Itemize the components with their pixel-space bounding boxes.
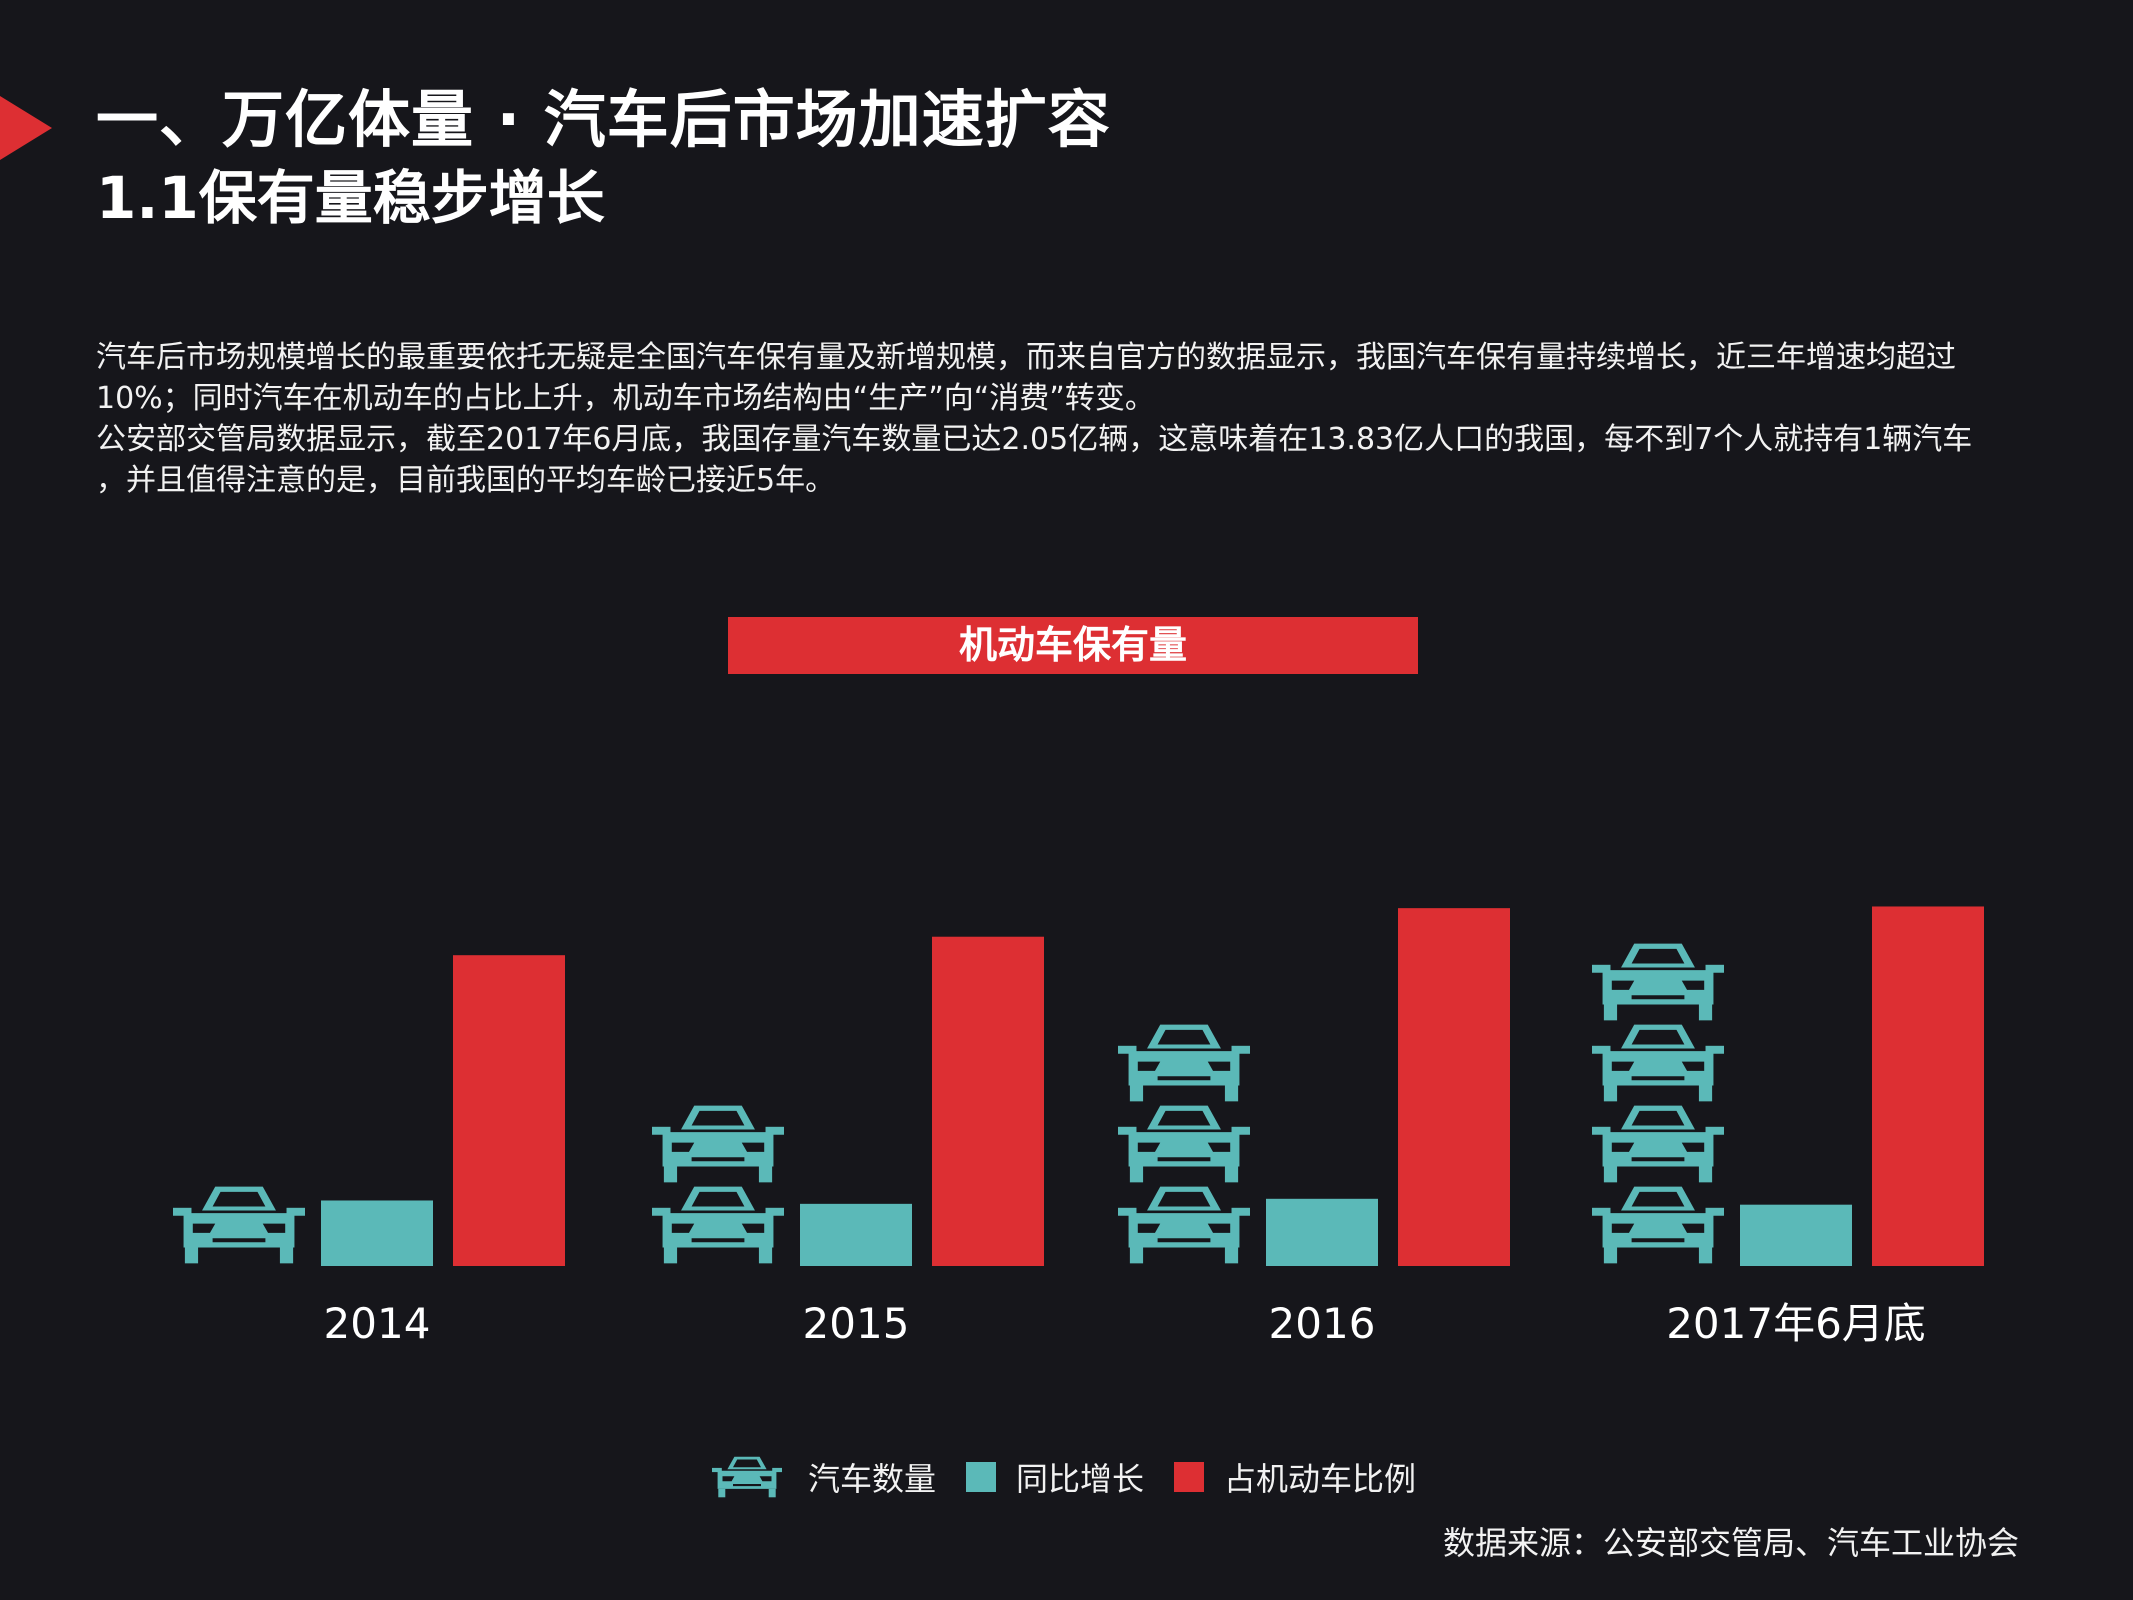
section-marker (0, 96, 52, 160)
x-tick-label: 2014 (324, 1299, 431, 1348)
car-icon (1118, 1186, 1250, 1264)
chart-title: 机动车保有量 (728, 617, 1418, 674)
page-subtitle: 1.1保有量稳步增长 (96, 164, 605, 232)
bar-yoy-growth (321, 1200, 433, 1266)
car-icon (1592, 1186, 1724, 1264)
legend-swatch (966, 1462, 997, 1492)
x-tick-label: 2017年6月底 (1666, 1299, 1926, 1348)
paragraph-line: 公安部交管局数据显示，截至2017年6月底，我国存量汽车数量已达2.05亿辆，这… (96, 422, 1973, 457)
x-tick-label: 2015 (803, 1299, 910, 1348)
bar-yoy-growth (1740, 1204, 1852, 1266)
legend-item-cars: 汽车数量 (712, 1454, 936, 1500)
bar-motor-vehicle-share (1872, 906, 1984, 1266)
car-icon (652, 1105, 784, 1183)
legend-label: 同比增长 (1016, 1460, 1145, 1498)
bar-motor-vehicle-share (1398, 908, 1510, 1266)
car-icon (1118, 1024, 1250, 1102)
paragraph-line: ，并且值得注意的是，目前我国的平均车龄已接近5年。 (96, 463, 836, 498)
bar-motor-vehicle-share (932, 936, 1044, 1266)
car-icon (1118, 1105, 1250, 1183)
page-title: 一、万亿体量 · 汽车后市场加速扩容 (96, 83, 1111, 156)
paragraph-line: 汽车后市场规模增长的最重要依托无疑是全国汽车保有量及新增规模，而来自官方的数据显… (96, 340, 1956, 375)
bar-motor-vehicle-share (453, 955, 565, 1266)
car-icon (652, 1186, 784, 1264)
car-icon (712, 1456, 782, 1498)
car-icon (1592, 1024, 1724, 1102)
x-tick-label: 2016 (1269, 1299, 1376, 1348)
data-source: 数据来源：公安部交管局、汽车工业协会 (1442, 1524, 2019, 1562)
legend-swatch (1174, 1462, 1205, 1492)
bar-yoy-growth (1266, 1198, 1378, 1266)
legend-item-growth: 同比增长 (966, 1454, 1144, 1500)
car-icon (173, 1186, 305, 1264)
paragraph-line: 10%；同时汽车在机动车的占比上升，机动车市场结构由“生产”向“消费”转变。 (96, 381, 1155, 416)
legend-label: 占机动车比例 (1224, 1460, 1417, 1498)
chart-legend: 汽车数量 同比增长 占机动车比例 (712, 1452, 1446, 1502)
bar-yoy-growth (800, 1203, 912, 1266)
legend-item-share: 占机动车比例 (1174, 1454, 1416, 1500)
legend-label: 汽车数量 (808, 1460, 937, 1498)
car-icon (1592, 1105, 1724, 1183)
car-icon (1592, 943, 1724, 1021)
